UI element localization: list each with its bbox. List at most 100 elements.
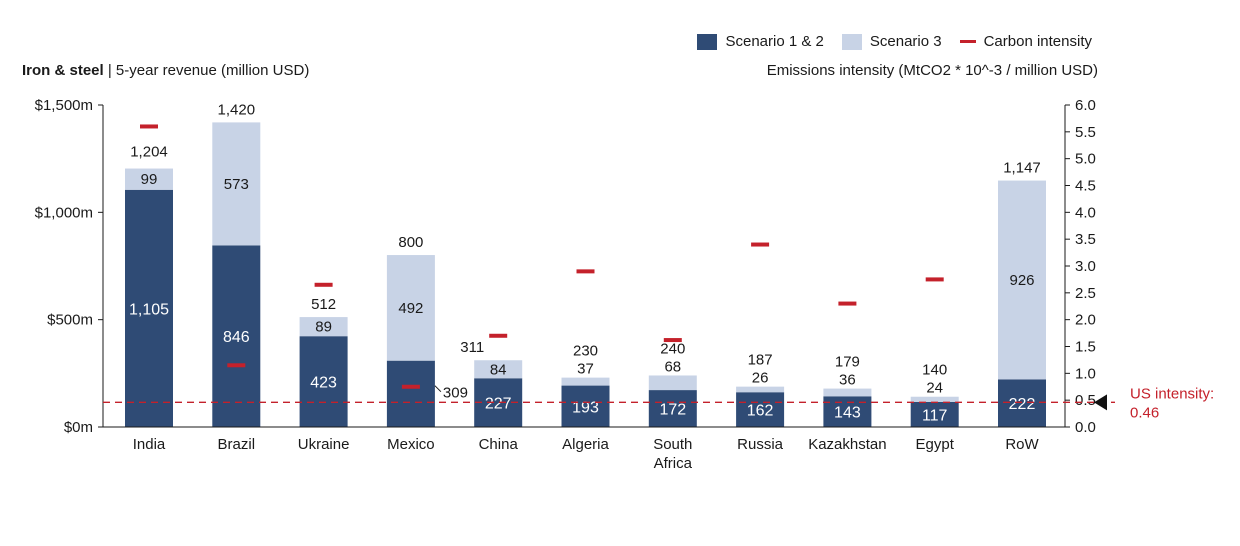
carbon-intensity-marker bbox=[663, 338, 682, 343]
bar-scenario-1-2 bbox=[998, 379, 1046, 427]
value-label-total: 1,420 bbox=[218, 101, 256, 118]
value-label-scenario-3: 84 bbox=[490, 361, 507, 378]
x-tick-label: Algeria bbox=[562, 436, 609, 453]
right-axis-tick-label: 5.0 bbox=[1075, 151, 1096, 168]
value-label-total: 187 bbox=[748, 352, 773, 369]
chart-title-rest: 5-year revenue (million USD) bbox=[115, 62, 310, 79]
left-axis-tick-label: $500m bbox=[47, 312, 93, 329]
value-label-scenario-1-2: 193 bbox=[572, 399, 599, 416]
bar-scenario-3 bbox=[648, 375, 697, 391]
x-tick-label: RoW bbox=[1005, 436, 1039, 453]
value-label-scenario-1-2: 846 bbox=[223, 329, 250, 346]
x-tick-label: South bbox=[653, 436, 692, 453]
carbon-intensity-marker bbox=[925, 277, 944, 282]
label-leader-line bbox=[434, 385, 442, 393]
right-axis-tick-label: 2.0 bbox=[1075, 312, 1096, 329]
x-tick-label: Brazil bbox=[218, 436, 256, 453]
bar-scenario-3 bbox=[125, 168, 173, 190]
bar-scenario-1-2 bbox=[125, 189, 173, 427]
value-label-total: 240 bbox=[660, 340, 685, 357]
bar-scenario-3 bbox=[474, 360, 523, 379]
value-label-scenario-3: 24 bbox=[926, 380, 943, 397]
bar-scenario-1-2 bbox=[736, 392, 785, 427]
value-label-scenario-3: 36 bbox=[839, 372, 856, 389]
value-label-total: 230 bbox=[573, 343, 598, 360]
value-label-scenario-1-2: 117 bbox=[922, 407, 948, 424]
chart-title: Iron & steel | 5-year revenue (million U… bbox=[22, 62, 309, 79]
bar-scenario-1-2 bbox=[648, 390, 697, 427]
value-label-scenario-1-2: 227 bbox=[485, 396, 512, 413]
bar-scenario-1-2 bbox=[299, 336, 348, 427]
carbon-intensity-marker bbox=[838, 301, 857, 306]
bar-scenario-3 bbox=[823, 388, 872, 397]
carbon-intensity-marker bbox=[576, 269, 595, 274]
right-axis-tick-label: 6.0 bbox=[1075, 97, 1096, 114]
value-label-scenario-3: 492 bbox=[398, 300, 423, 317]
value-label-scenario-3: 89 bbox=[315, 319, 332, 336]
bar-scenario-3 bbox=[910, 396, 959, 402]
reference-arrow-icon bbox=[1094, 394, 1107, 411]
x-tick-label: Russia bbox=[737, 436, 784, 453]
bar-scenario-1-2 bbox=[910, 401, 959, 427]
bar-scenario-3 bbox=[212, 122, 261, 246]
x-tick-label: China bbox=[479, 436, 519, 453]
chart-legend: Scenario 1 & 2 Scenario 3 Carbon intensi… bbox=[689, 33, 1092, 50]
legend-scenario-1-2: Scenario 1 & 2 bbox=[697, 33, 824, 50]
carbon-intensity-marker bbox=[751, 242, 770, 247]
right-axis-tick-label: 4.0 bbox=[1075, 204, 1096, 221]
value-label-scenario-3: 573 bbox=[224, 176, 249, 193]
value-label-total: 311 bbox=[460, 339, 484, 356]
chart-title-bold: Iron & steel bbox=[22, 62, 104, 79]
value-label-scenario-3: 926 bbox=[1009, 272, 1034, 289]
right-axis-tick-label: 5.5 bbox=[1075, 124, 1096, 141]
legend-swatch-scenario-3 bbox=[841, 33, 862, 50]
value-label-total: 512 bbox=[311, 296, 336, 313]
right-axis-tick-label: 1.0 bbox=[1075, 365, 1096, 382]
carbon-intensity-marker bbox=[489, 333, 508, 338]
value-label-scenario-3: 68 bbox=[664, 358, 681, 375]
bar-scenario-3 bbox=[386, 255, 435, 361]
legend-swatch-scenario-1-2 bbox=[697, 33, 718, 50]
bar-scenario-3 bbox=[736, 386, 785, 393]
x-tick-label: Ukraine bbox=[298, 436, 350, 453]
legend-label-scenario-3: Scenario 3 bbox=[869, 33, 942, 50]
right-axis-tick-label: 3.0 bbox=[1075, 258, 1096, 275]
bar-scenario-3 bbox=[998, 180, 1046, 380]
value-label-total: 800 bbox=[398, 234, 423, 251]
legend-label-scenario-1-2: Scenario 1 & 2 bbox=[725, 33, 824, 50]
value-label-scenario-1-2: 143 bbox=[834, 405, 861, 422]
value-label-scenario-1-2: 222 bbox=[1009, 396, 1036, 413]
value-label-scenario-1-2: 309 bbox=[443, 385, 468, 402]
x-tick-label: Africa bbox=[654, 455, 693, 472]
bar-scenario-1-2 bbox=[212, 245, 261, 427]
right-axis-tick-label: 2.5 bbox=[1075, 285, 1096, 302]
value-label-scenario-1-2: 172 bbox=[659, 402, 686, 419]
left-axis-tick-label: $1,500m bbox=[35, 97, 93, 114]
us-intensity-label: 0.46 bbox=[1130, 404, 1159, 421]
x-tick-label: Mexico bbox=[387, 436, 435, 453]
right-axis-tick-label: 0.5 bbox=[1075, 392, 1096, 409]
value-label-scenario-3: 37 bbox=[577, 361, 594, 378]
value-label-total: 140 bbox=[922, 362, 947, 379]
value-label-scenario-3: 99 bbox=[141, 171, 158, 188]
carbon-intensity-marker bbox=[227, 363, 246, 368]
x-tick-label: Egypt bbox=[916, 436, 955, 453]
bar-scenario-1-2 bbox=[386, 360, 435, 427]
value-label-total: 179 bbox=[835, 354, 860, 371]
value-label-scenario-1-2: 1,105 bbox=[129, 301, 169, 318]
x-tick-label: Kazakhstan bbox=[808, 436, 886, 453]
carbon-intensity-marker bbox=[401, 384, 420, 389]
carbon-intensity-marker bbox=[140, 124, 158, 129]
right-axis-tick-label: 4.5 bbox=[1075, 178, 1096, 195]
right-axis-tick-label: 1.5 bbox=[1075, 339, 1096, 356]
value-label-scenario-3: 26 bbox=[752, 370, 769, 387]
legend-scenario-3: Scenario 3 bbox=[841, 33, 942, 50]
x-tick-label: India bbox=[133, 436, 166, 453]
legend-carbon-intensity: Carbon intensity bbox=[959, 33, 1092, 50]
left-axis-tick-label: $0m bbox=[64, 419, 93, 436]
right-axis-tick-label: 3.5 bbox=[1075, 231, 1096, 248]
legend-label-carbon-intensity: Carbon intensity bbox=[983, 33, 1092, 50]
value-label-total: 1,147 bbox=[1003, 160, 1041, 177]
right-axis-tick-label: 0.0 bbox=[1075, 419, 1096, 436]
